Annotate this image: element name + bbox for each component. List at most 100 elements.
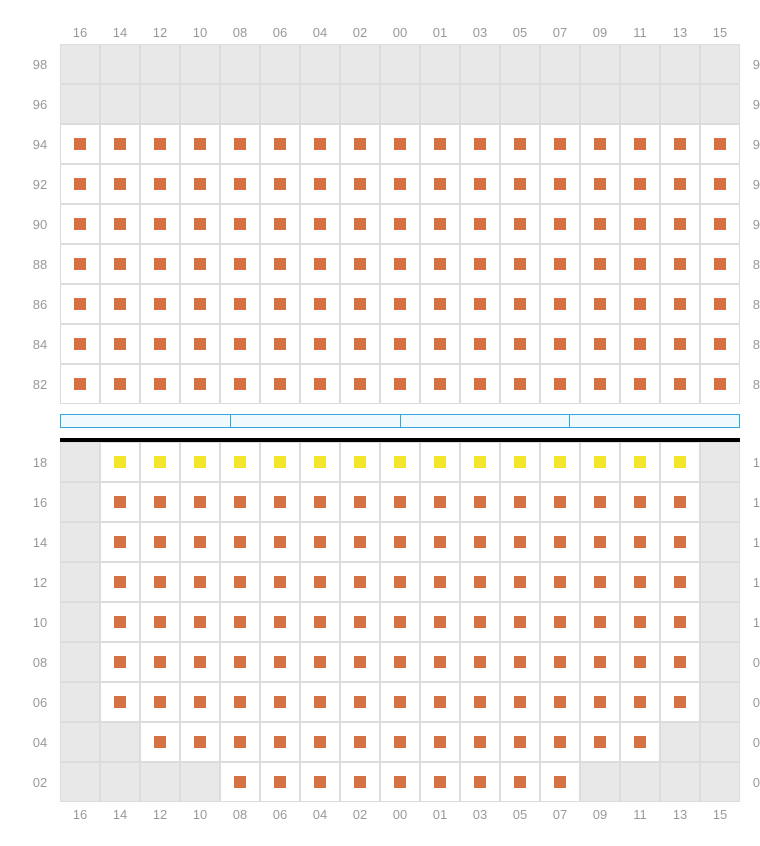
seat[interactable] — [460, 522, 500, 562]
seat[interactable] — [380, 284, 420, 324]
seat[interactable] — [660, 562, 700, 602]
seat[interactable] — [500, 284, 540, 324]
seat[interactable] — [100, 324, 140, 364]
seat[interactable] — [300, 324, 340, 364]
seat[interactable] — [140, 442, 180, 482]
seat[interactable] — [140, 204, 180, 244]
seat[interactable] — [500, 682, 540, 722]
seat[interactable] — [620, 284, 660, 324]
seat[interactable] — [340, 324, 380, 364]
seat[interactable] — [420, 522, 460, 562]
seat[interactable] — [460, 124, 500, 164]
seat[interactable] — [460, 364, 500, 404]
seat[interactable] — [340, 602, 380, 642]
seat[interactable] — [60, 284, 100, 324]
seat[interactable] — [420, 442, 460, 482]
seat[interactable] — [300, 642, 340, 682]
seat[interactable] — [260, 522, 300, 562]
seat[interactable] — [420, 244, 460, 284]
seat[interactable] — [460, 284, 500, 324]
seat[interactable] — [420, 642, 460, 682]
seat[interactable] — [260, 204, 300, 244]
seat[interactable] — [140, 482, 180, 522]
seat[interactable] — [620, 482, 660, 522]
seat[interactable] — [540, 602, 580, 642]
seat[interactable] — [380, 324, 420, 364]
seat[interactable] — [580, 602, 620, 642]
seat[interactable] — [540, 722, 580, 762]
seat[interactable] — [540, 482, 580, 522]
seat[interactable] — [660, 324, 700, 364]
seat[interactable] — [580, 204, 620, 244]
seat[interactable] — [660, 164, 700, 204]
seat[interactable] — [260, 482, 300, 522]
seat[interactable] — [180, 482, 220, 522]
seat[interactable] — [660, 522, 700, 562]
seat[interactable] — [420, 204, 460, 244]
seat[interactable] — [180, 284, 220, 324]
seat[interactable] — [580, 482, 620, 522]
seat[interactable] — [300, 602, 340, 642]
seat[interactable] — [260, 682, 300, 722]
seat[interactable] — [180, 124, 220, 164]
seat[interactable] — [300, 522, 340, 562]
seat[interactable] — [260, 762, 300, 802]
seat[interactable] — [500, 722, 540, 762]
seat[interactable] — [300, 244, 340, 284]
seat[interactable] — [580, 722, 620, 762]
seat[interactable] — [300, 762, 340, 802]
seat[interactable] — [300, 284, 340, 324]
seat[interactable] — [260, 324, 300, 364]
seat[interactable] — [140, 722, 180, 762]
seat[interactable] — [220, 124, 260, 164]
seat[interactable] — [100, 204, 140, 244]
seat[interactable] — [180, 442, 220, 482]
seat[interactable] — [420, 602, 460, 642]
seat[interactable] — [100, 522, 140, 562]
seat[interactable] — [60, 124, 100, 164]
seat[interactable] — [140, 244, 180, 284]
seat[interactable] — [700, 124, 740, 164]
seat[interactable] — [340, 762, 380, 802]
seat[interactable] — [340, 124, 380, 164]
seat[interactable] — [260, 364, 300, 404]
seat[interactable] — [380, 124, 420, 164]
seat[interactable] — [540, 442, 580, 482]
seat[interactable] — [500, 642, 540, 682]
seat[interactable] — [220, 722, 260, 762]
seat[interactable] — [620, 204, 660, 244]
seat[interactable] — [260, 164, 300, 204]
seat[interactable] — [420, 284, 460, 324]
seat[interactable] — [660, 204, 700, 244]
seat[interactable] — [460, 482, 500, 522]
seat[interactable] — [420, 164, 460, 204]
seat[interactable] — [700, 324, 740, 364]
seat[interactable] — [420, 562, 460, 602]
seat[interactable] — [380, 682, 420, 722]
seat[interactable] — [340, 204, 380, 244]
seat[interactable] — [340, 482, 380, 522]
seat[interactable] — [580, 244, 620, 284]
seat[interactable] — [220, 602, 260, 642]
seat[interactable] — [660, 602, 700, 642]
seat[interactable] — [660, 482, 700, 522]
seat[interactable] — [380, 562, 420, 602]
seat[interactable] — [100, 602, 140, 642]
seat[interactable] — [140, 522, 180, 562]
seat[interactable] — [500, 124, 540, 164]
seat[interactable] — [620, 602, 660, 642]
seat[interactable] — [100, 364, 140, 404]
seat[interactable] — [140, 284, 180, 324]
seat[interactable] — [140, 682, 180, 722]
seat[interactable] — [180, 164, 220, 204]
seat[interactable] — [420, 364, 460, 404]
seat[interactable] — [500, 244, 540, 284]
seat[interactable] — [420, 722, 460, 762]
seat[interactable] — [180, 522, 220, 562]
seat[interactable] — [60, 364, 100, 404]
seat[interactable] — [580, 364, 620, 404]
seat[interactable] — [500, 364, 540, 404]
seat[interactable] — [580, 522, 620, 562]
seat[interactable] — [620, 164, 660, 204]
seat[interactable] — [700, 164, 740, 204]
